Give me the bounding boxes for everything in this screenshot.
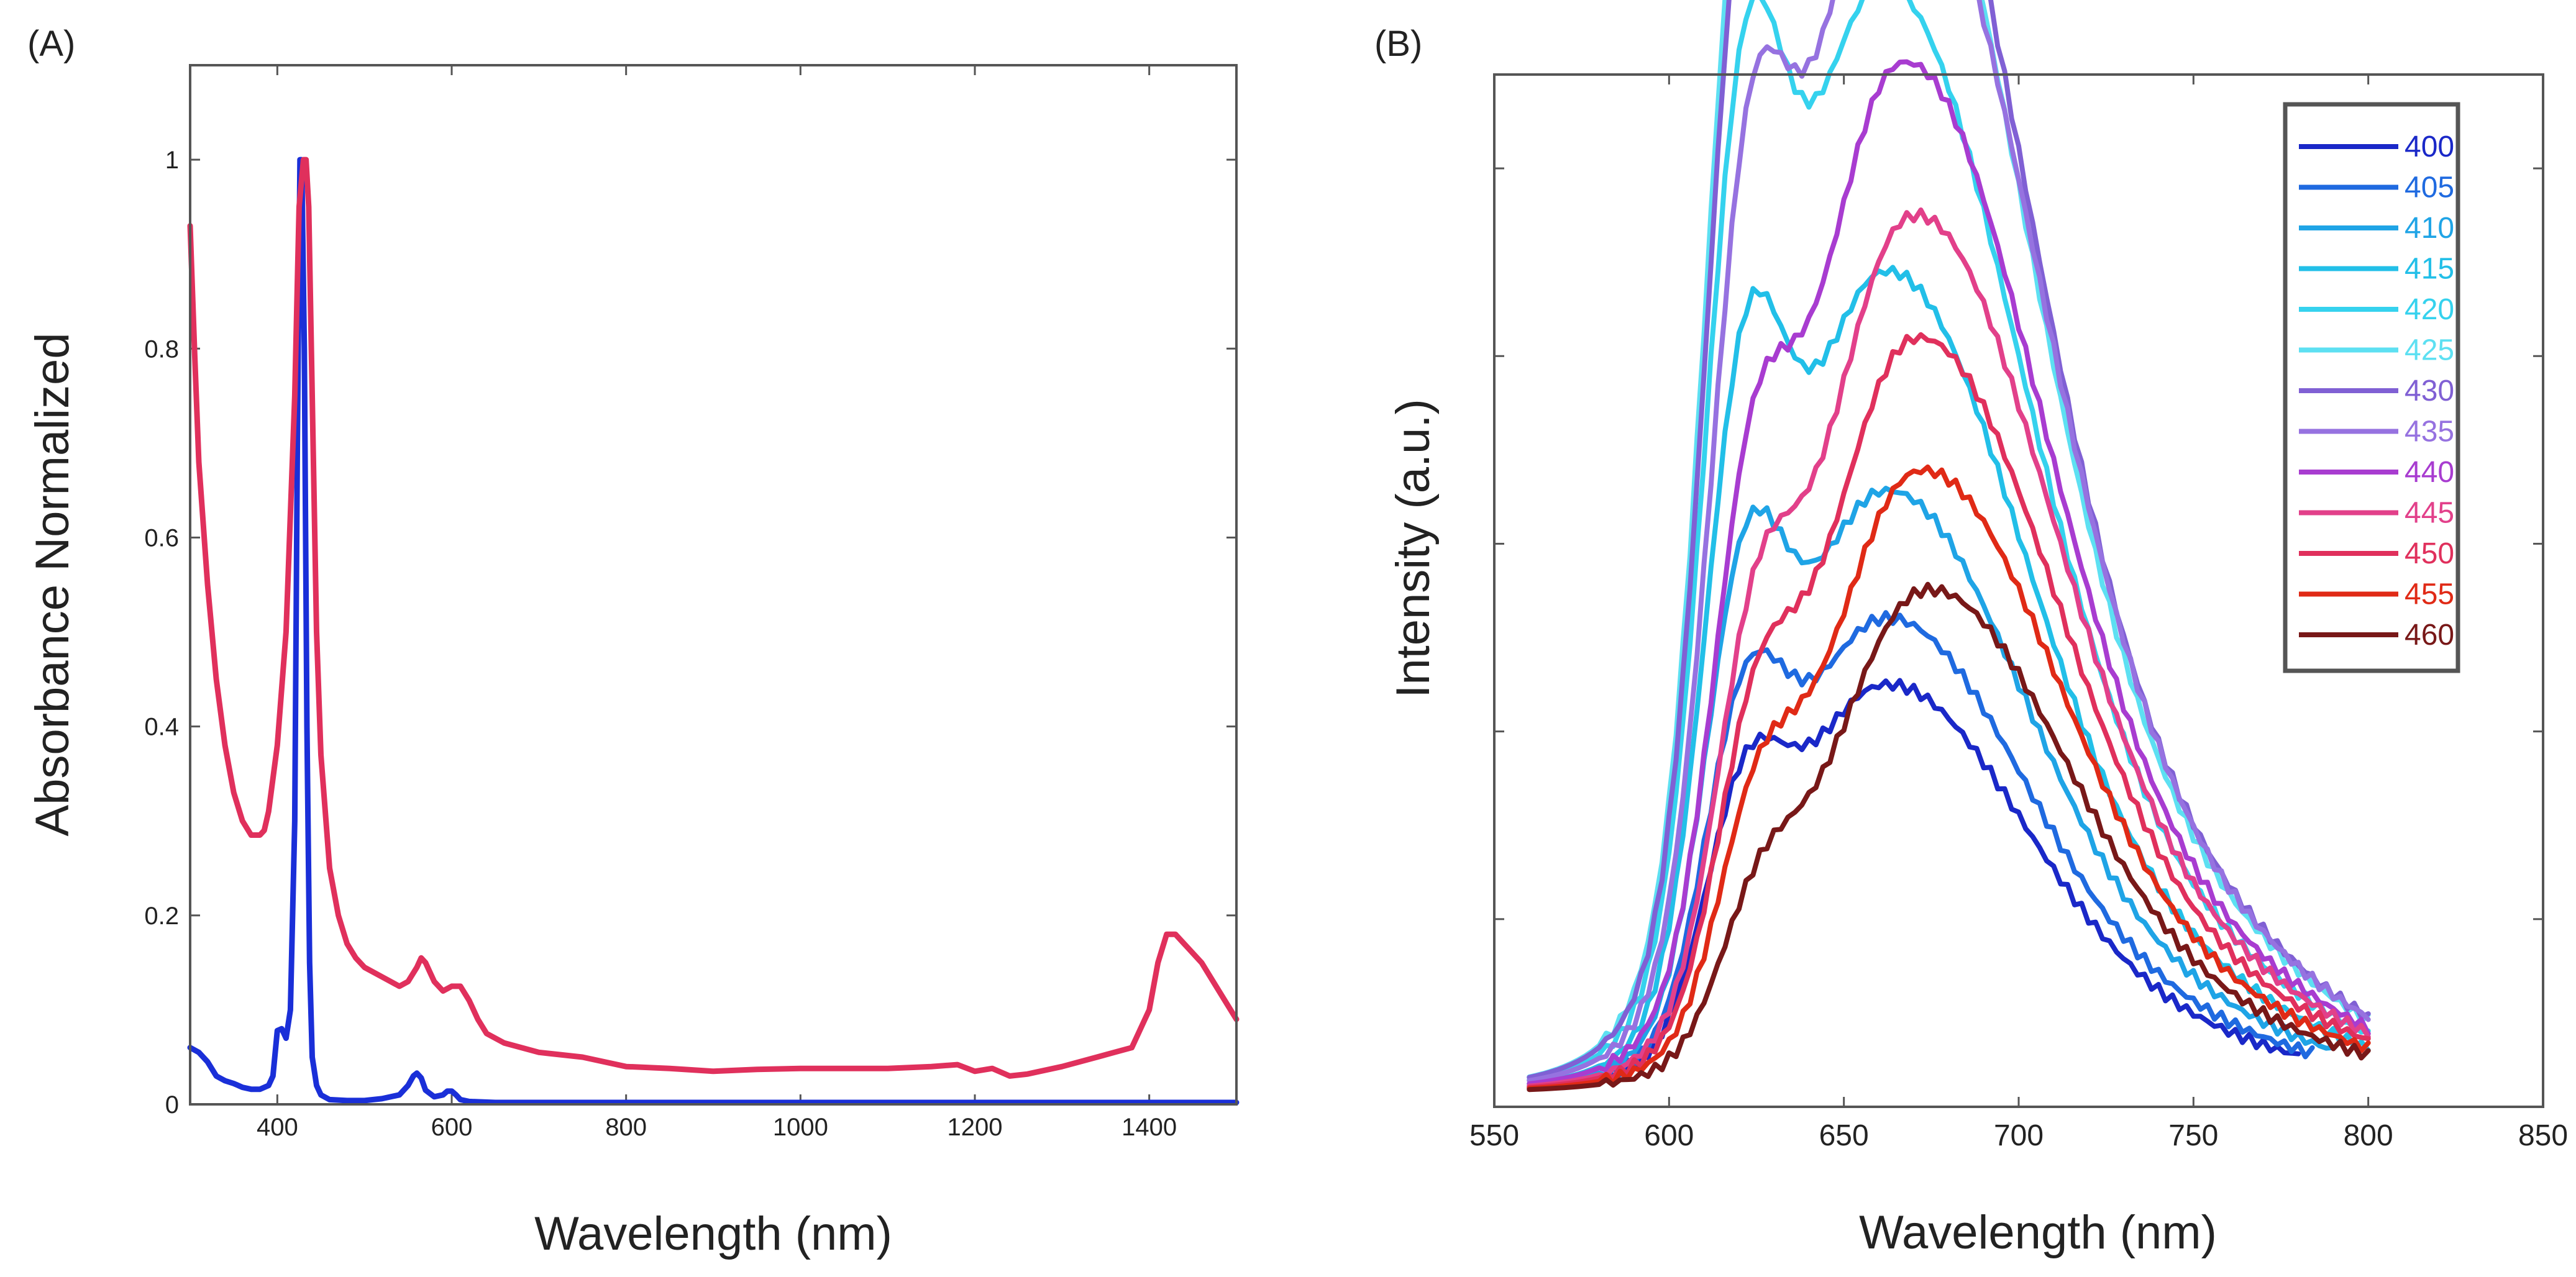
panel-b: (B) 550 600 650 700 750 800 850 Wavelength (nm… xyxy=(1374,0,2568,1259)
panel-a-y-tick-label: 0.8 xyxy=(144,335,179,363)
legend-label-450: 450 xyxy=(2405,537,2454,570)
panel-a-y-axis-title: Absorbance Normalized xyxy=(26,332,79,836)
panel-a-x-tick-label: 1400 xyxy=(1121,1114,1177,1141)
legend-label-445: 445 xyxy=(2405,497,2454,530)
legend-label-400: 400 xyxy=(2405,130,2454,163)
panel-b-plot-frame xyxy=(1493,73,2544,1108)
panel-a-y-tick-label: 1 xyxy=(165,147,179,174)
panel-b-series-line-415 xyxy=(1527,265,2371,1086)
panel-b-series-line-445 xyxy=(1527,207,2371,1089)
panel-b-x-tick-label: 600 xyxy=(1644,1119,1694,1152)
panel-a-y-tick-label: 0.4 xyxy=(144,714,179,741)
panel-b-series-line-460 xyxy=(1527,581,2371,1093)
legend-label-440: 440 xyxy=(2405,456,2454,489)
panel-b-series-line-435 xyxy=(1527,0,2371,1083)
legend-label-415: 415 xyxy=(2405,253,2454,286)
legend-label-435: 435 xyxy=(2405,416,2454,448)
panel-a-x-tick-label: 800 xyxy=(605,1114,647,1141)
panel-a-series-line-1 xyxy=(187,157,1240,1106)
panel-b-label: (B) xyxy=(1374,24,1422,64)
panel-b-lines xyxy=(1527,0,2371,1093)
panel-a-x-axis-title: Wavelength (nm) xyxy=(534,1207,892,1260)
panel-a-x-tick-label: 400 xyxy=(257,1114,298,1141)
legend-box xyxy=(2283,102,2460,673)
panel-a-lines xyxy=(187,157,1240,1106)
panel-b-x-tick-label: 550 xyxy=(1469,1119,1519,1152)
panel-b-x-tick-label: 750 xyxy=(2168,1119,2218,1152)
panel-b-y-axis-title: Intensity (a.u.) xyxy=(1387,399,1440,698)
panel-a-y-tick-label: 0.2 xyxy=(144,902,179,930)
panel-b-x-tick-label: 700 xyxy=(1994,1119,2044,1152)
panel-a-y-tick-label: 0.6 xyxy=(144,524,179,552)
panel-a-series-line-2 xyxy=(187,157,1240,1079)
panel-a-plot-frame xyxy=(189,64,1238,1106)
panel-b-series-line-450 xyxy=(1527,332,2371,1090)
legend-label-410: 410 xyxy=(2405,212,2454,245)
panel-a-x-tick-label: 600 xyxy=(431,1114,473,1141)
panel-b-x-tick-label: 650 xyxy=(1819,1119,1869,1152)
panel-b-series-line-440 xyxy=(1527,59,2371,1086)
panel-b-legend: 400 405 410 415 420 425 430 435 440 445 450 455 460 xyxy=(2283,102,2460,673)
legend-label-405: 405 xyxy=(2405,171,2454,204)
panel-a-y-tick-label: 0 xyxy=(165,1091,179,1119)
legend-label-430: 430 xyxy=(2405,375,2454,407)
panel-b-series-line-420 xyxy=(1527,0,2371,1083)
legend-label-460: 460 xyxy=(2405,619,2454,652)
panel-b-x-tick-label: 850 xyxy=(2518,1119,2568,1152)
legend-label-455: 455 xyxy=(2405,578,2454,611)
panel-a-x-tick-label: 1200 xyxy=(948,1114,1003,1141)
panel-b-x-axis-title: Wavelength (nm) xyxy=(1859,1206,2217,1259)
legend-label-425: 425 xyxy=(2405,334,2454,367)
panel-b-series-line-455 xyxy=(1527,464,2371,1091)
panel-a-label: (A) xyxy=(27,24,75,64)
panel-a-x-tick-label: 1000 xyxy=(773,1114,828,1141)
legend-label-420: 420 xyxy=(2405,293,2454,326)
panel-b-ticks: 550 600 650 700 750 800 850 xyxy=(1469,75,2568,1152)
panel-a-ticks: 400 600 800 1000 1200 1400 0 0.2 0.4 0.6 0.8 1 xyxy=(144,65,1236,1141)
panel-b-x-tick-label: 800 xyxy=(2344,1119,2393,1152)
panel-a: (A) 400 600 800 1000 1200 140000.20.40.60.81 … xyxy=(26,24,1240,1260)
